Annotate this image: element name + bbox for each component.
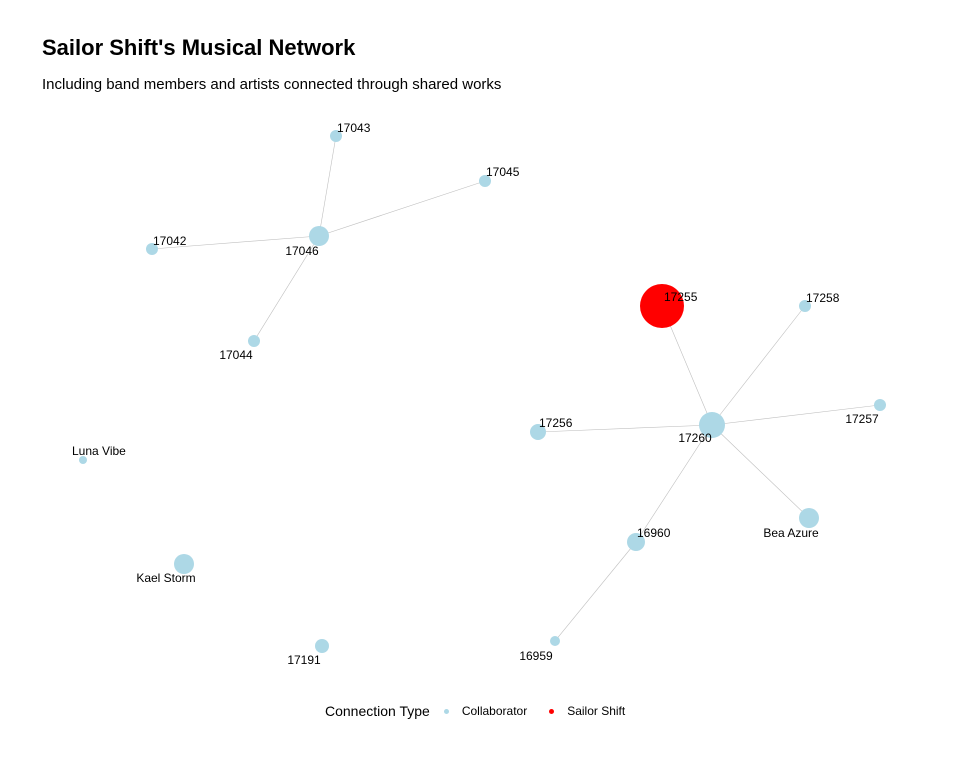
node-label-luna-vibe: Luna Vibe: [72, 444, 126, 458]
legend-swatch-collaborator: [443, 708, 449, 714]
node-label-17045: 17045: [486, 165, 520, 179]
node-17043: [330, 130, 342, 142]
node-label-17044: 17044: [219, 348, 253, 362]
node-label-17258: 17258: [806, 291, 840, 305]
node-17256: [530, 424, 546, 440]
edge-17260-16960: [635, 424, 713, 543]
edge-17046-17045: [318, 180, 486, 237]
node-label-16960: 16960: [637, 526, 671, 540]
legend-title: Connection Type: [325, 703, 430, 719]
edge-17046-17042: [151, 235, 320, 250]
edge-17260-bea-azure: [711, 424, 810, 519]
node-16959: [550, 636, 560, 646]
node-17044: [248, 335, 260, 347]
edge-17260-17257: [711, 404, 881, 426]
node-label-kael-storm: Kael Storm: [136, 571, 195, 585]
legend: Connection Type Collaborator Sailor Shif…: [325, 702, 647, 720]
node-label-17257: 17257: [845, 412, 879, 426]
node-label-17046: 17046: [285, 244, 319, 258]
node-label-17260: 17260: [678, 431, 712, 445]
legend-label-sailor-shift: Sailor Shift: [567, 704, 626, 718]
legend-item-sailor-shift: Sailor Shift: [549, 704, 625, 718]
node-luna-vibe: [79, 456, 87, 464]
node-labels: 17043 17045 17042 17046 17044 17255 17258 17257…: [72, 121, 879, 667]
legend-item-collaborator: Collaborator: [443, 704, 528, 718]
node-label-bea-azure: Bea Azure: [763, 526, 819, 540]
node-label-16959: 16959: [519, 649, 553, 663]
node-17042: [146, 243, 158, 255]
node-kael-storm: [174, 554, 194, 574]
edge-17046-17043: [318, 135, 337, 237]
node-17257: [874, 399, 886, 411]
node-16960: [627, 533, 645, 551]
node-17255: [640, 284, 684, 328]
node-17046: [309, 226, 329, 246]
nodes: [79, 130, 886, 653]
chart-title: Sailor Shift's Musical Network: [42, 35, 356, 60]
node-label-17255: 17255: [664, 290, 698, 304]
node-label-17256: 17256: [539, 416, 573, 430]
node-17045: [479, 175, 491, 187]
node-17191: [315, 639, 329, 653]
legend-swatch-sailor-shift: [549, 708, 555, 714]
node-label-17191: 17191: [287, 653, 321, 667]
node-17260: [699, 412, 725, 438]
node-label-17042: 17042: [153, 234, 187, 248]
node-bea-azure: [799, 508, 819, 528]
edge-17260-17256: [537, 424, 713, 433]
legend-label-collaborator: Collaborator: [461, 704, 528, 718]
edges: [151, 135, 881, 642]
edge-16960-16959: [554, 541, 637, 642]
edge-17260-17258: [711, 305, 806, 426]
chart-subtitle: Including band members and artists conne…: [42, 76, 502, 93]
edge-17046-17044: [253, 235, 320, 342]
node-17258: [799, 300, 811, 312]
node-label-17043: 17043: [337, 121, 371, 135]
